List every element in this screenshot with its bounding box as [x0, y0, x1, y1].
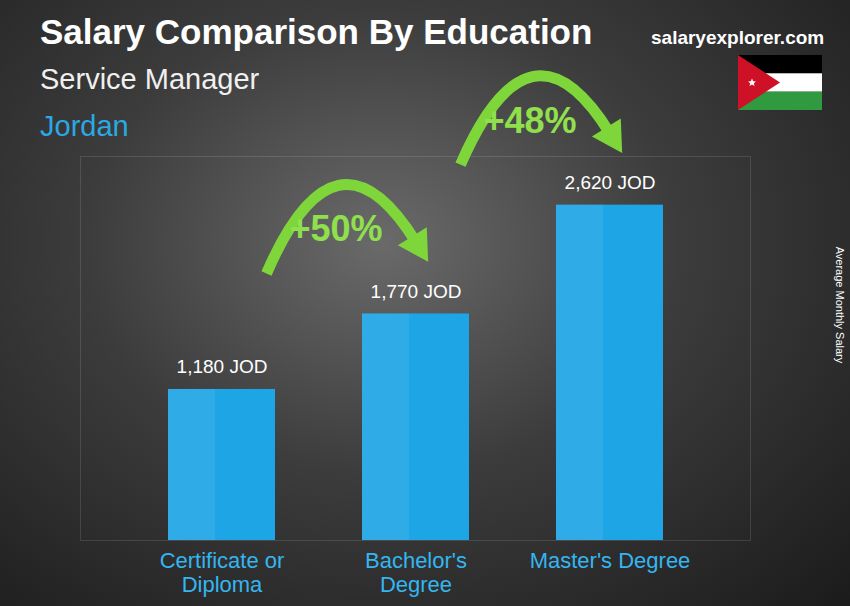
html-text:Service Manager: Service Manager: [40, 63, 260, 95]
svg-text:Bachelor'sDegree: Bachelor'sDegree: [365, 548, 467, 597]
svg-text:Certificate orDiploma: Certificate orDiploma: [160, 548, 285, 597]
html-text:Jordan: Jordan: [40, 110, 129, 142]
svg-text:2,620 JOD: 2,620 JOD: [565, 172, 656, 193]
html-text:salaryexplorer.com: salaryexplorer.com: [651, 27, 825, 48]
svg-text:1,180 JOD: 1,180 JOD: [177, 356, 268, 377]
html-text:Salary Comparison By Education: Salary Comparison By Education: [40, 12, 593, 51]
svg-text:Master's Degree: Master's Degree: [530, 548, 691, 573]
svg-text:1,770 JOD: 1,770 JOD: [371, 281, 462, 302]
svg-text:+48%: +48%: [483, 100, 576, 141]
html-text:Average Monthly Salary: Average Monthly Salary: [834, 246, 846, 364]
svg-text:+50%: +50%: [289, 208, 382, 249]
